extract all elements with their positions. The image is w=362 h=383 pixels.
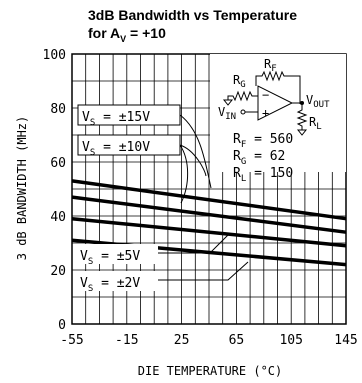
circuit-schematic: RF RG − + VIN VOUT RL RF = 560 RG = 62 R… [210, 54, 346, 184]
vin-terminal [240, 109, 246, 115]
y-tick-label: 0 [58, 318, 66, 333]
annotation-vs2: VS = ±2V [76, 271, 158, 294]
ground-rl-icon [296, 129, 308, 136]
annotation-vs15: VS = ±15V [77, 104, 181, 128]
series-line-1 [71, 195, 347, 234]
svg-text:VS = ±15V: VS = ±15V [82, 110, 150, 128]
y-tick-label: 20 [50, 264, 66, 279]
svg-text:VS = ±10V: VS = ±10V [82, 140, 150, 158]
rg-value: RG = 62 [233, 149, 285, 167]
vin-label: VIN [218, 105, 236, 122]
rf-resistor [255, 70, 301, 104]
y-tick-label: 80 [50, 102, 66, 117]
rg-label: RG [233, 73, 246, 90]
x-tick-label: 105 [279, 333, 302, 348]
rf-label: RF [264, 57, 277, 74]
series-line-2 [71, 216, 347, 248]
vout-terminal [300, 101, 304, 105]
y-axis-label: 3 dB BANDWIDTH (MHz) [15, 116, 29, 261]
annotation-vs10: VS = ±10V [77, 134, 181, 158]
y-tick-label: 60 [50, 156, 66, 171]
leader-vs5 [158, 234, 229, 254]
ground-rg-icon [222, 99, 234, 106]
x-tick-label: 145 [334, 333, 357, 348]
leader-vs10-b [179, 144, 207, 177]
leader-vs10-a [179, 144, 189, 204]
x-tick-label: 65 [229, 333, 245, 348]
vout-label: VOUT [306, 93, 330, 110]
leader-lines [158, 114, 249, 281]
annotation-vs5: VS = ±5V [76, 244, 158, 267]
plot-frame [71, 53, 347, 325]
x-tick-label: -15 [115, 333, 138, 348]
rg-resistor [227, 90, 258, 102]
x-axis-label: DIE TEMPERATURE (°C) [138, 364, 283, 378]
y-tick-label: 100 [43, 48, 66, 63]
rf-value: RF = 560 [233, 132, 293, 150]
y-tick-label: 40 [50, 210, 66, 225]
rl-resistor [296, 105, 308, 130]
chart-title-line1: 3dB Bandwidth vs Temperature [88, 7, 297, 23]
leader-vs15 [179, 114, 212, 189]
op-amp-plus: + [262, 106, 269, 120]
chart-title-line2: for AV = +10 [88, 25, 166, 44]
rl-value: RL = 150 [233, 166, 293, 184]
series-line-0 [71, 179, 347, 221]
leader-vs2 [158, 261, 249, 281]
op-amp-minus: − [262, 88, 269, 102]
svg-text:VS = ±2V: VS = ±2V [80, 276, 140, 294]
svg-text:VS = ±5V: VS = ±5V [80, 249, 140, 267]
x-tick-label: 25 [174, 333, 190, 348]
tick-labels: -55 -15 25 65 105 145 0 20 40 60 80 100 [43, 48, 358, 348]
x-tick-label: -55 [60, 333, 83, 348]
op-amp-icon [257, 85, 294, 121]
rl-label: RL [309, 115, 322, 132]
